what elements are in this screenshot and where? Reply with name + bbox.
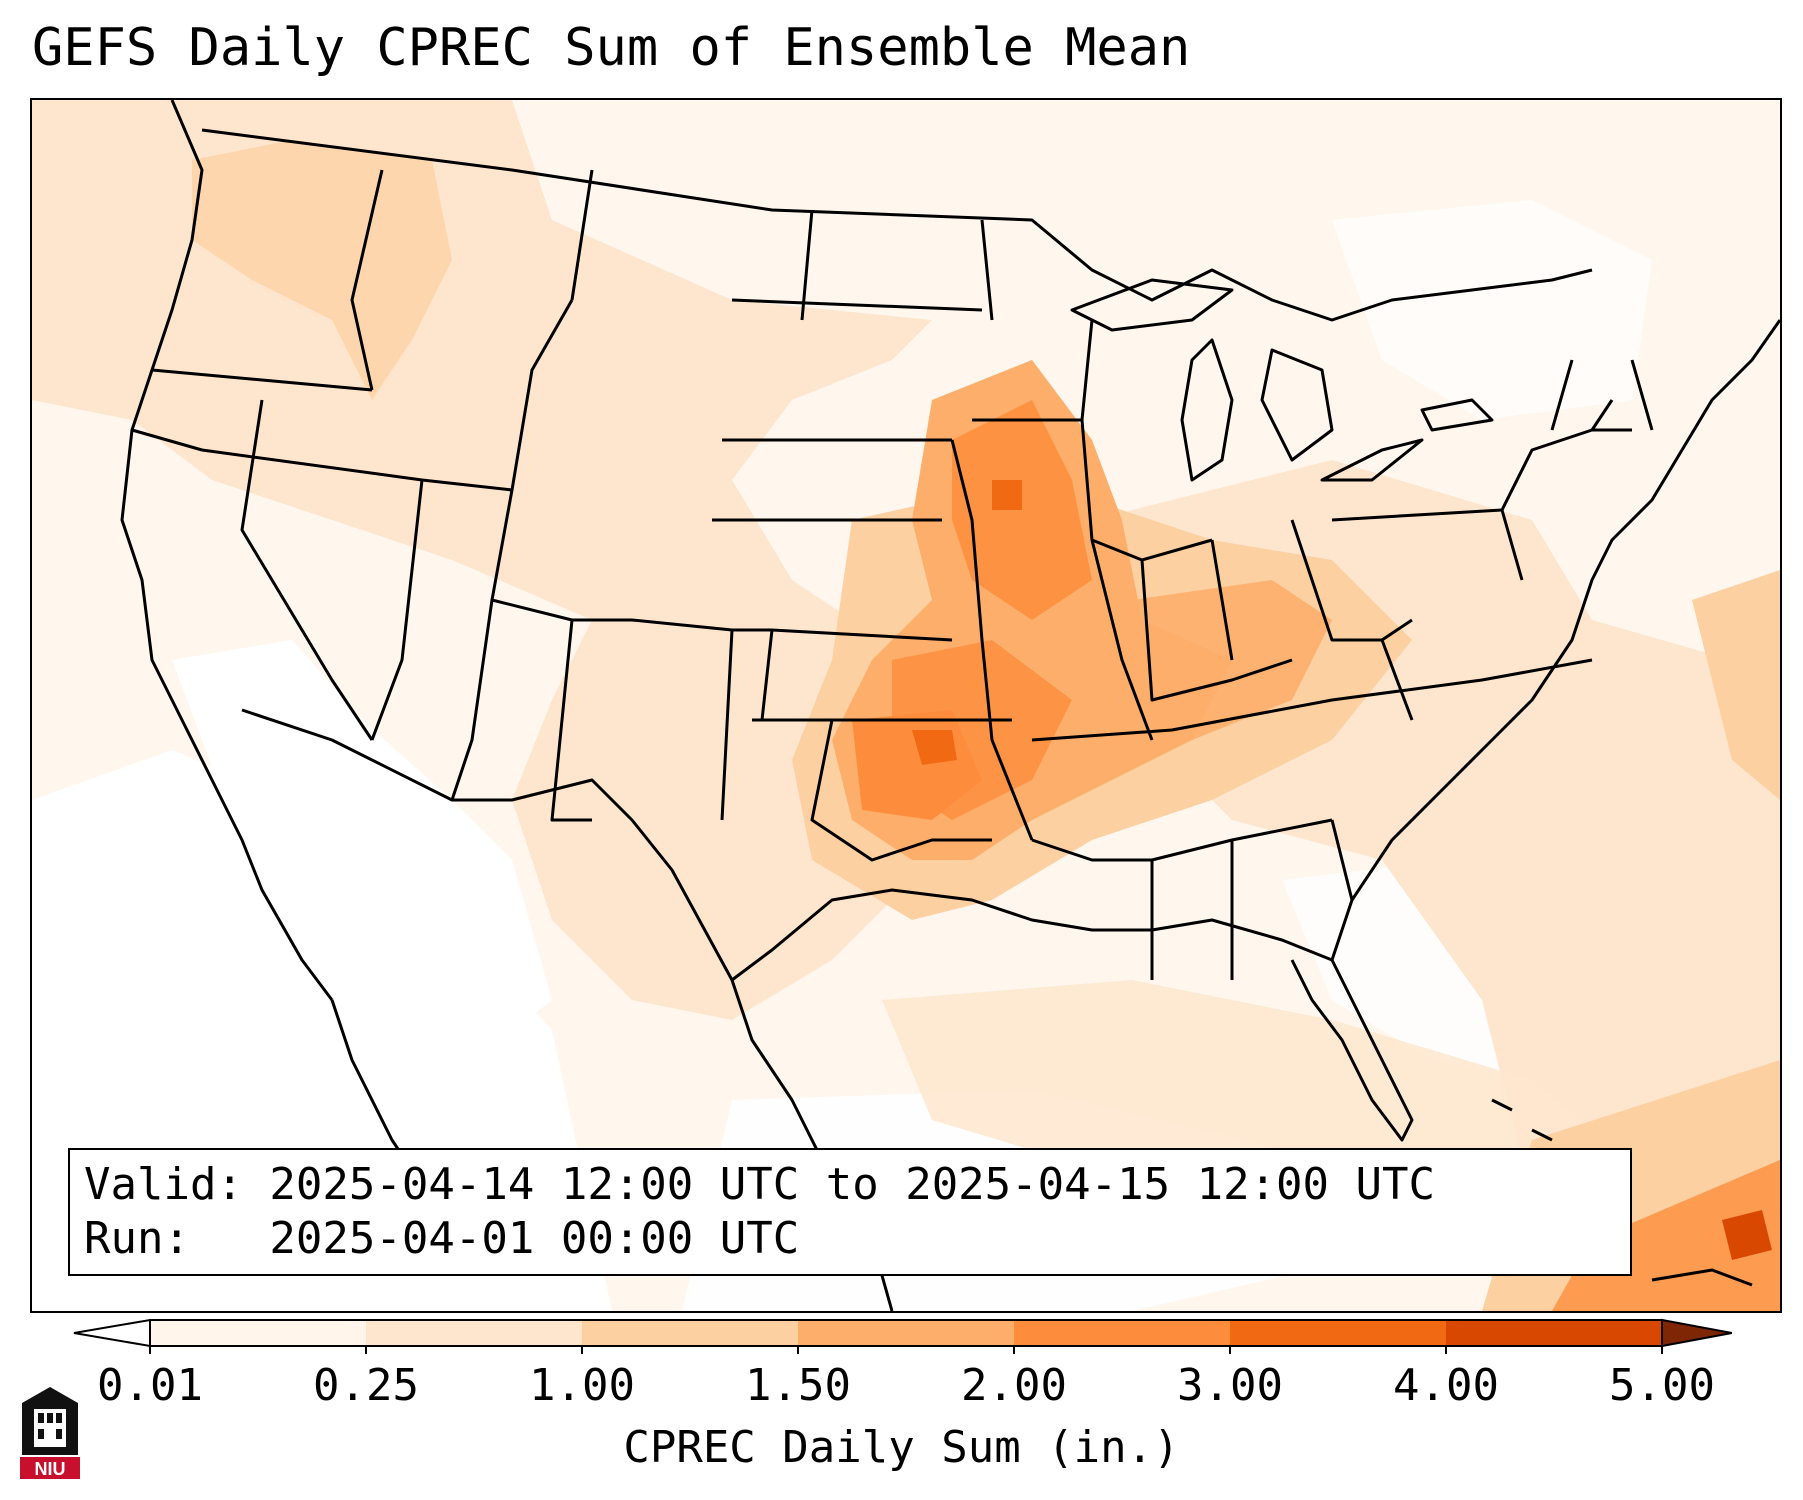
colorbar-tick-label: 2.00: [961, 1360, 1067, 1411]
colorbar-segment: [366, 1320, 582, 1346]
peak-region-oklahoma: [912, 730, 957, 765]
peak-region-caribbean: [1722, 1210, 1772, 1260]
dry-region-canada: [1332, 200, 1652, 420]
colorbar-under-extension: [73, 1318, 151, 1348]
colorbar-tick-label: 4.00: [1393, 1360, 1499, 1411]
map-frame: [30, 98, 1782, 1313]
dry-region-southwest: [172, 640, 552, 1040]
run-time-text: Run: 2025-04-01 00:00 UTC: [84, 1213, 800, 1264]
colorbar-segment: [798, 1320, 1014, 1346]
lake-superior: [1070, 278, 1234, 332]
us-canada-border: [201, 128, 1593, 322]
colorbar: [73, 1318, 1732, 1354]
colorbar-segment: [1014, 1320, 1230, 1346]
florida-peninsula: [1290, 959, 1414, 1142]
colorbar-label: CPREC Daily Sum (in.): [623, 1422, 1180, 1473]
colorbar-tick-label: 5.00: [1609, 1360, 1715, 1411]
medium-region-atlantic: [1692, 570, 1780, 800]
state-lines-west: [131, 169, 772, 822]
us-gulf-coast: [731, 888, 1333, 982]
colorbar-segment: [1446, 1320, 1662, 1346]
medium-region-northwest: [192, 140, 452, 400]
valid-run-info-box: Valid: 2025-04-14 12:00 UTC to 2025-04-1…: [68, 1148, 1632, 1276]
colorbar-tick-label: 1.00: [529, 1360, 635, 1411]
page-title: GEFS Daily CPREC Sum of Ensemble Mean: [32, 18, 1191, 78]
us-mexico-border: [241, 708, 734, 981]
state-lines-plains: [570, 169, 1034, 862]
us-west-coast: [120, 100, 334, 1001]
precip-map: [32, 100, 1780, 1311]
colorbar-tick-label: 0.01: [97, 1360, 203, 1411]
colorbar-over-extension: [1661, 1318, 1732, 1348]
valid-time-text: Valid: 2025-04-14 12:00 UTC to 2025-04-1…: [84, 1159, 1436, 1210]
peak-region-iowa: [992, 480, 1022, 510]
niu-logo-text: NIU: [35, 1459, 66, 1479]
hispaniola: [1651, 1268, 1753, 1287]
lake-michigan: [1180, 338, 1234, 482]
light-region-gulf: [882, 980, 1632, 1200]
northeast-coast: [1680, 319, 1780, 451]
colorbar-segment: [150, 1320, 366, 1346]
us-east-coast: [1330, 449, 1684, 961]
colorbar-segment: [582, 1320, 798, 1346]
lake-huron: [1260, 348, 1334, 462]
colorbar-tick-label: 0.25: [313, 1360, 419, 1411]
colorbar-segment: [1230, 1320, 1446, 1346]
state-lines-northeast: [1500, 359, 1654, 511]
colorbar-segments: [73, 1318, 1732, 1354]
colorbar-frame: [149, 1319, 1663, 1347]
niu-logo: NIU: [20, 1387, 80, 1479]
lake-erie: [1320, 438, 1424, 482]
colorbar-tick-label: 3.00: [1177, 1360, 1283, 1411]
precip-fields: [32, 100, 1780, 1311]
state-lines-midwest: [972, 319, 1593, 980]
colorbar-tick-label: 1.50: [745, 1360, 851, 1411]
lake-ontario: [1420, 398, 1494, 432]
light-region-west: [32, 100, 932, 660]
